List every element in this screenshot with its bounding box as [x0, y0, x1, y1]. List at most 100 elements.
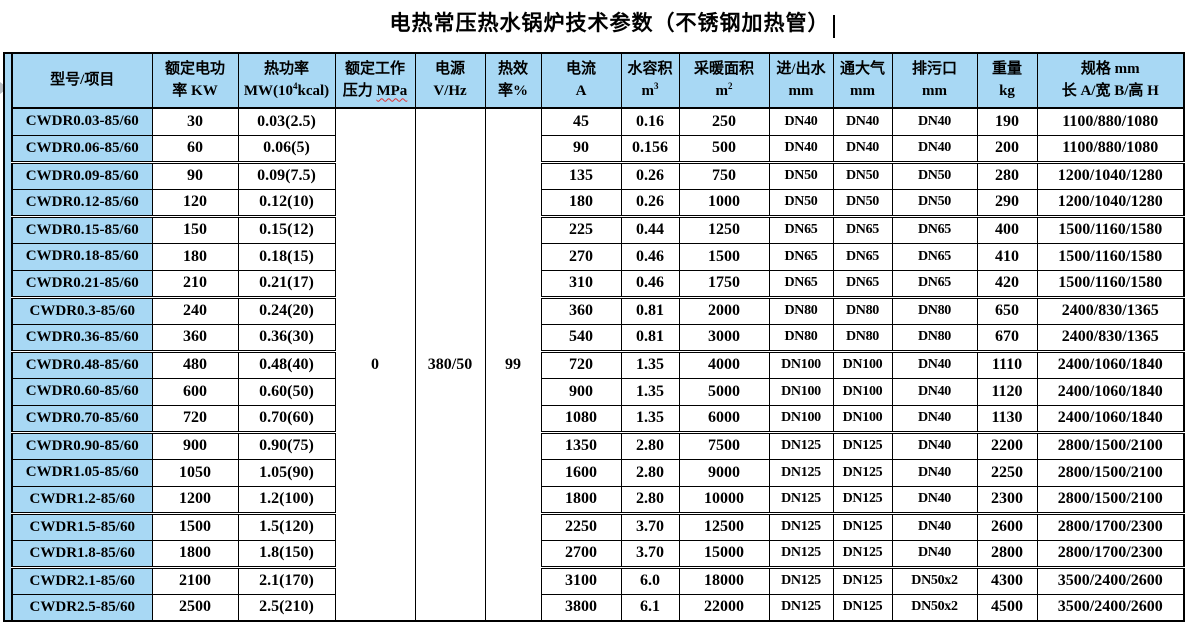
weight-cell[interactable]: 400 [976, 215, 1038, 244]
drain-cell[interactable]: DN50x2 [891, 566, 978, 595]
current-cell[interactable]: 2700 [540, 539, 622, 569]
rated-power-cell[interactable]: 360 [151, 323, 239, 353]
rated-power-cell[interactable]: 60 [151, 134, 239, 164]
heating-area-cell[interactable]: 1750 [678, 269, 770, 299]
weight-cell[interactable]: 670 [976, 323, 1038, 353]
model-cell[interactable]: CWDR0.12-85/60 [11, 188, 153, 218]
vent-cell[interactable]: DN65 [832, 215, 893, 244]
inlet-outlet-cell[interactable]: DN100 [768, 404, 834, 434]
water-volume-cell[interactable]: 0.46 [620, 242, 680, 271]
rated-power-cell[interactable]: 1800 [151, 539, 239, 569]
weight-cell[interactable]: 4300 [976, 566, 1038, 595]
rated-power-cell[interactable]: 1050 [151, 458, 239, 487]
water-volume-cell[interactable]: 0.46 [620, 269, 680, 299]
current-cell[interactable]: 1800 [540, 485, 622, 515]
spec-cell[interactable]: 2400/1060/1840 [1036, 404, 1185, 434]
rated-power-cell[interactable]: 2100 [151, 566, 239, 595]
vent-cell[interactable]: DN125 [832, 539, 893, 569]
water-volume-cell[interactable]: 0.156 [620, 134, 680, 164]
water-volume-cell[interactable]: 0.81 [620, 296, 680, 325]
thermal-power-cell[interactable]: 0.24(20) [237, 296, 336, 325]
inlet-outlet-cell[interactable]: DN125 [768, 431, 834, 460]
spec-cell[interactable]: 1500/1160/1580 [1036, 269, 1185, 299]
vent-cell[interactable]: DN125 [832, 593, 893, 622]
spec-cell[interactable]: 1200/1040/1280 [1036, 188, 1185, 218]
model-cell[interactable]: CWDR0.09-85/60 [11, 161, 153, 190]
current-cell[interactable]: 270 [540, 242, 622, 271]
thermal-power-cell[interactable]: 0.15(12) [237, 215, 336, 244]
rated-power-cell[interactable]: 210 [151, 269, 239, 299]
inlet-outlet-cell[interactable]: DN100 [768, 350, 834, 379]
vent-cell[interactable]: DN100 [832, 377, 893, 406]
spec-cell[interactable]: 1500/1160/1580 [1036, 242, 1185, 271]
weight-cell[interactable]: 2250 [976, 458, 1038, 487]
model-cell[interactable]: CWDR1.5-85/60 [11, 512, 153, 541]
weight-cell[interactable]: 2800 [976, 539, 1038, 569]
drain-cell[interactable]: DN65 [891, 215, 978, 244]
drain-cell[interactable]: DN65 [891, 269, 978, 299]
thermal-power-cell[interactable]: 0.48(40) [237, 350, 336, 379]
water-volume-cell[interactable]: 1.35 [620, 404, 680, 434]
model-cell[interactable]: CWDR0.90-85/60 [11, 431, 153, 460]
current-cell[interactable]: 45 [540, 107, 622, 136]
spec-cell[interactable]: 1500/1160/1580 [1036, 215, 1185, 244]
weight-cell[interactable]: 1120 [976, 377, 1038, 406]
spec-cell[interactable]: 3500/2400/2600 [1036, 566, 1185, 595]
header-thermal-power[interactable]: 热功率 MW(104kcal) [237, 52, 336, 109]
vent-cell[interactable]: DN65 [832, 269, 893, 299]
thermal-power-cell[interactable]: 2.1(170) [237, 566, 336, 595]
drain-cell[interactable]: DN40 [891, 512, 978, 541]
heating-area-cell[interactable]: 750 [678, 161, 770, 190]
model-cell[interactable]: CWDR0.06-85/60 [11, 134, 153, 164]
heating-area-cell[interactable]: 10000 [678, 485, 770, 515]
pressure-cell[interactable]: 0 [334, 107, 416, 622]
current-cell[interactable]: 360 [540, 296, 622, 325]
inlet-outlet-cell[interactable]: DN80 [768, 296, 834, 325]
water-volume-cell[interactable]: 0.16 [620, 107, 680, 136]
inlet-outlet-cell[interactable]: DN40 [768, 107, 834, 136]
vent-cell[interactable]: DN125 [832, 485, 893, 515]
drain-cell[interactable]: DN40 [891, 431, 978, 460]
rated-power-cell[interactable]: 2500 [151, 593, 239, 622]
heating-area-cell[interactable]: 18000 [678, 566, 770, 595]
heating-area-cell[interactable]: 1250 [678, 215, 770, 244]
weight-cell[interactable]: 4500 [976, 593, 1038, 622]
weight-cell[interactable]: 420 [976, 269, 1038, 299]
water-volume-cell[interactable]: 2.80 [620, 458, 680, 487]
inlet-outlet-cell[interactable]: DN65 [768, 242, 834, 271]
current-cell[interactable]: 135 [540, 161, 622, 190]
header-inlet-outlet[interactable]: 进/出水 mm [768, 52, 834, 109]
header-rated-power[interactable]: 额定电功 率 KW [151, 52, 239, 109]
power-supply-cell[interactable]: 380/50 [414, 107, 486, 622]
current-cell[interactable]: 2250 [540, 512, 622, 541]
water-volume-cell[interactable]: 2.80 [620, 485, 680, 515]
header-weight[interactable]: 重量 kg [976, 52, 1038, 109]
spec-cell[interactable]: 1200/1040/1280 [1036, 161, 1185, 190]
water-volume-cell[interactable]: 0.44 [620, 215, 680, 244]
inlet-outlet-cell[interactable]: DN125 [768, 539, 834, 569]
current-cell[interactable]: 900 [540, 377, 622, 406]
heating-area-cell[interactable]: 15000 [678, 539, 770, 569]
thermal-power-cell[interactable]: 1.5(120) [237, 512, 336, 541]
water-volume-cell[interactable]: 3.70 [620, 539, 680, 569]
heating-area-cell[interactable]: 4000 [678, 350, 770, 379]
current-cell[interactable]: 720 [540, 350, 622, 379]
heating-area-cell[interactable]: 500 [678, 134, 770, 164]
rated-power-cell[interactable]: 600 [151, 377, 239, 406]
water-volume-cell[interactable]: 0.81 [620, 323, 680, 353]
model-cell[interactable]: CWDR1.05-85/60 [11, 458, 153, 487]
model-cell[interactable]: CWDR1.2-85/60 [11, 485, 153, 515]
vent-cell[interactable]: DN80 [832, 323, 893, 353]
rated-power-cell[interactable]: 1500 [151, 512, 239, 541]
inlet-outlet-cell[interactable]: DN125 [768, 593, 834, 622]
water-volume-cell[interactable]: 2.80 [620, 431, 680, 460]
model-cell[interactable]: CWDR0.21-85/60 [11, 269, 153, 299]
rated-power-cell[interactable]: 900 [151, 431, 239, 460]
current-cell[interactable]: 3100 [540, 566, 622, 595]
model-cell[interactable]: CWDR0.60-85/60 [11, 377, 153, 406]
spec-cell[interactable]: 2400/830/1365 [1036, 323, 1185, 353]
spec-cell[interactable]: 1100/880/1080 [1036, 107, 1185, 136]
thermal-power-cell[interactable]: 0.90(75) [237, 431, 336, 460]
model-cell[interactable]: CWDR2.5-85/60 [11, 593, 153, 622]
spec-cell[interactable]: 2800/1500/2100 [1036, 485, 1185, 515]
